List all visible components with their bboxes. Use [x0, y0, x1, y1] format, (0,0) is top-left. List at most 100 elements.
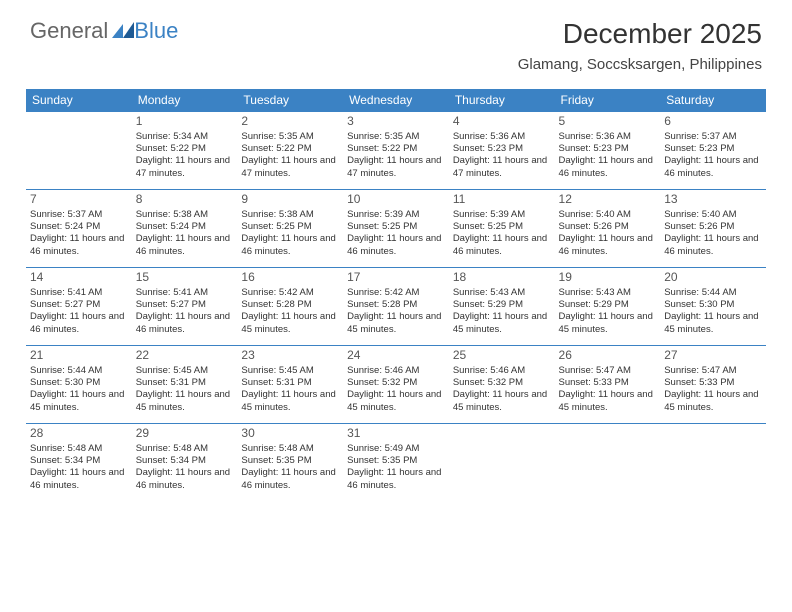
day-info-line: Daylight: 11 hours and 45 minutes. [347, 389, 445, 414]
day-number: 4 [453, 114, 551, 130]
day-info-line: Daylight: 11 hours and 45 minutes. [559, 389, 657, 414]
day-info-line: Sunset: 5:28 PM [241, 299, 339, 311]
day-info-line: Sunset: 5:32 PM [453, 377, 551, 389]
day-info-line: Sunset: 5:30 PM [30, 377, 128, 389]
day-number: 23 [241, 348, 339, 364]
day-cell: 7Sunrise: 5:37 AMSunset: 5:24 PMDaylight… [26, 190, 132, 268]
day-info-line: Sunset: 5:27 PM [136, 299, 234, 311]
day-info-line: Daylight: 11 hours and 46 minutes. [664, 233, 762, 258]
day-info-line: Sunset: 5:25 PM [347, 221, 445, 233]
weekday-header-row: Sunday Monday Tuesday Wednesday Thursday… [26, 89, 766, 112]
day-cell: 12Sunrise: 5:40 AMSunset: 5:26 PMDayligh… [555, 190, 661, 268]
day-info-line: Daylight: 11 hours and 47 minutes. [136, 155, 234, 180]
day-info-line: Daylight: 11 hours and 46 minutes. [30, 233, 128, 258]
day-number: 15 [136, 270, 234, 286]
day-cell: 1Sunrise: 5:34 AMSunset: 5:22 PMDaylight… [132, 112, 238, 190]
day-cell: 24Sunrise: 5:46 AMSunset: 5:32 PMDayligh… [343, 346, 449, 424]
day-number: 31 [347, 426, 445, 442]
day-info-line: Sunrise: 5:42 AM [347, 287, 445, 299]
day-info-line: Daylight: 11 hours and 45 minutes. [453, 389, 551, 414]
day-number: 8 [136, 192, 234, 208]
day-info-line: Daylight: 11 hours and 47 minutes. [241, 155, 339, 180]
day-info-line: Sunset: 5:25 PM [241, 221, 339, 233]
day-cell: 17Sunrise: 5:42 AMSunset: 5:28 PMDayligh… [343, 268, 449, 346]
day-info-line: Daylight: 11 hours and 45 minutes. [136, 389, 234, 414]
day-info-line: Daylight: 11 hours and 45 minutes. [241, 311, 339, 336]
day-cell: 16Sunrise: 5:42 AMSunset: 5:28 PMDayligh… [237, 268, 343, 346]
day-info-line: Sunset: 5:35 PM [241, 455, 339, 467]
day-number: 13 [664, 192, 762, 208]
day-info-line: Daylight: 11 hours and 47 minutes. [347, 155, 445, 180]
day-info-line: Sunrise: 5:44 AM [30, 365, 128, 377]
day-info-line: Sunset: 5:22 PM [136, 143, 234, 155]
month-title: December 2025 [518, 18, 762, 50]
day-number: 1 [136, 114, 234, 130]
day-info-line: Sunset: 5:22 PM [347, 143, 445, 155]
day-info-line: Sunset: 5:24 PM [30, 221, 128, 233]
day-info-line: Sunrise: 5:41 AM [136, 287, 234, 299]
day-cell: 2Sunrise: 5:35 AMSunset: 5:22 PMDaylight… [237, 112, 343, 190]
day-number: 16 [241, 270, 339, 286]
day-cell: 21Sunrise: 5:44 AMSunset: 5:30 PMDayligh… [26, 346, 132, 424]
day-info-line: Sunset: 5:29 PM [453, 299, 551, 311]
location-text: Glamang, Soccsksargen, Philippines [518, 56, 762, 73]
logo-icon [112, 18, 134, 44]
day-cell: 11Sunrise: 5:39 AMSunset: 5:25 PMDayligh… [449, 190, 555, 268]
day-cell: 18Sunrise: 5:43 AMSunset: 5:29 PMDayligh… [449, 268, 555, 346]
weekday-header: Sunday [26, 89, 132, 112]
day-number: 12 [559, 192, 657, 208]
day-info-line: Sunrise: 5:46 AM [453, 365, 551, 377]
day-info-line: Sunset: 5:34 PM [136, 455, 234, 467]
day-number: 20 [664, 270, 762, 286]
day-info-line: Sunrise: 5:44 AM [664, 287, 762, 299]
day-cell: 31Sunrise: 5:49 AMSunset: 5:35 PMDayligh… [343, 424, 449, 502]
day-info-line: Sunrise: 5:41 AM [30, 287, 128, 299]
day-cell: 25Sunrise: 5:46 AMSunset: 5:32 PMDayligh… [449, 346, 555, 424]
day-info-line: Sunrise: 5:38 AM [136, 209, 234, 221]
day-cell: 6Sunrise: 5:37 AMSunset: 5:23 PMDaylight… [660, 112, 766, 190]
day-cell: 3Sunrise: 5:35 AMSunset: 5:22 PMDaylight… [343, 112, 449, 190]
day-info-line: Sunset: 5:32 PM [347, 377, 445, 389]
week-row: 28 Sunrise: 5:48 AMSunset: 5:34 PM Dayligh… [26, 424, 766, 502]
day-info-line: Daylight: 11 hours and 46 minutes. [30, 467, 128, 492]
day-info-line: Daylight: 11 hours and 45 minutes. [347, 311, 445, 336]
day-info-line: Sunset: 5:29 PM [559, 299, 657, 311]
day-info-line: Sunrise: 5:46 AM [347, 365, 445, 377]
calendar-body: 1Sunrise: 5:34 AMSunset: 5:22 PMDaylight… [26, 112, 766, 502]
day-info-line: Sunrise: 5:37 AM [30, 209, 128, 221]
day-cell: 9Sunrise: 5:38 AMSunset: 5:25 PMDaylight… [237, 190, 343, 268]
day-info-line: Sunrise: 5:45 AM [241, 365, 339, 377]
day-info-line: Daylight: 11 hours and 46 minutes. [347, 233, 445, 258]
day-info-line: Sunrise: 5:39 AM [347, 209, 445, 221]
day-number: 28 [30, 426, 128, 442]
weekday-header: Thursday [449, 89, 555, 112]
week-row: 1Sunrise: 5:34 AMSunset: 5:22 PMDaylight… [26, 112, 766, 190]
day-number: 3 [347, 114, 445, 130]
day-info-line: Sunrise: 5:35 AM [241, 131, 339, 143]
weekday-header: Friday [555, 89, 661, 112]
day-number: 21 [30, 348, 128, 364]
day-info-line: Sunrise: 5:37 AM [664, 131, 762, 143]
day-info-line: Daylight: 11 hours and 46 minutes. [241, 467, 339, 492]
day-info-line: Sunset: 5:33 PM [664, 377, 762, 389]
day-cell [555, 424, 661, 502]
day-cell [660, 424, 766, 502]
day-info-line: Sunrise: 5:40 AM [559, 209, 657, 221]
day-number: 26 [559, 348, 657, 364]
day-info-line: Sunrise: 5:40 AM [664, 209, 762, 221]
day-info-line: Sunset: 5:22 PM [241, 143, 339, 155]
day-number: 19 [559, 270, 657, 286]
week-row: 14Sunrise: 5:41 AMSunset: 5:27 PMDayligh… [26, 268, 766, 346]
day-number: 5 [559, 114, 657, 130]
day-number: 18 [453, 270, 551, 286]
day-info-line: Daylight: 11 hours and 46 minutes. [664, 155, 762, 180]
day-info-line: Daylight: 11 hours and 45 minutes. [664, 311, 762, 336]
day-cell: 13Sunrise: 5:40 AMSunset: 5:26 PMDayligh… [660, 190, 766, 268]
day-info-line: Sunrise: 5:38 AM [241, 209, 339, 221]
day-number: 9 [241, 192, 339, 208]
day-info-line: Sunrise: 5:47 AM [559, 365, 657, 377]
day-cell [449, 424, 555, 502]
day-cell: 20Sunrise: 5:44 AMSunset: 5:30 PMDayligh… [660, 268, 766, 346]
day-info-line: Sunrise: 5:48 AM [136, 443, 234, 455]
day-number: 22 [136, 348, 234, 364]
